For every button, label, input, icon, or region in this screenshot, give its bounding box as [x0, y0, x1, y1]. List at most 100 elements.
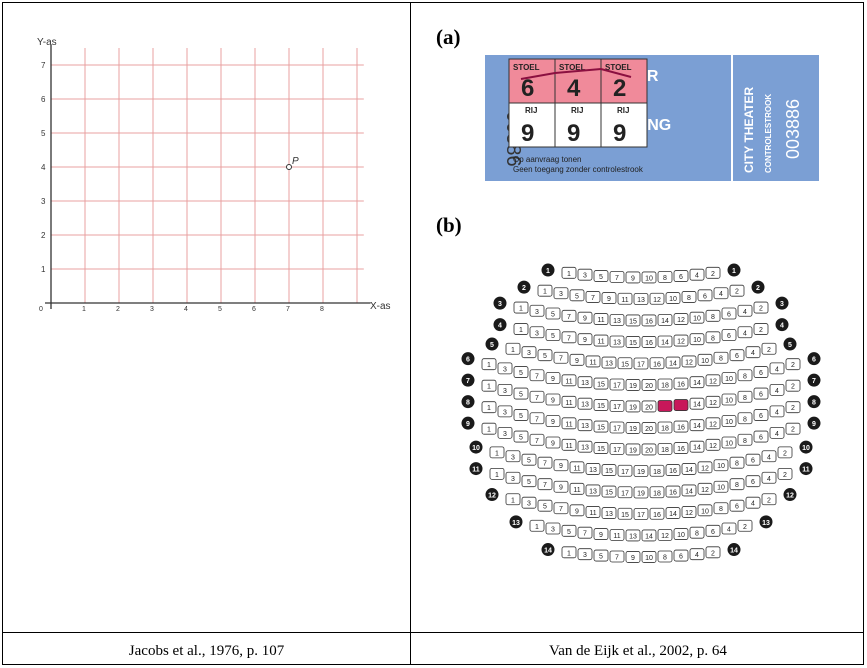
seat: [593, 270, 609, 282]
seat: [697, 289, 713, 302]
seat-number: 15: [597, 382, 605, 389]
seat: [761, 471, 777, 484]
seat-number: 8: [711, 314, 715, 321]
seat-number: 5: [543, 504, 547, 511]
seat: [721, 436, 737, 449]
seat-number: 4: [775, 388, 779, 395]
seat-number: 3: [535, 309, 539, 316]
seat: [721, 372, 737, 384]
seat: [697, 353, 713, 366]
x-tick-label: 5: [218, 306, 222, 313]
seat-number: 10: [725, 398, 733, 405]
row-number-badge: [727, 543, 741, 557]
row-number-badge: [807, 395, 821, 409]
seat: [625, 529, 641, 542]
seat-number: 8: [695, 531, 699, 538]
seat: [577, 397, 593, 410]
stoel-label-3: STOEL: [605, 63, 632, 72]
seat-number: 7: [543, 482, 547, 489]
seat: [553, 459, 569, 472]
seat: [577, 311, 593, 324]
seat-number: 10: [725, 376, 733, 383]
seat: [641, 551, 657, 563]
seat-number: 6: [727, 312, 731, 319]
seat: [529, 326, 545, 339]
seat: [633, 508, 649, 520]
seat: [657, 314, 673, 326]
row-number-text: 7: [466, 378, 470, 385]
seat-number: 3: [527, 350, 531, 357]
seat: [769, 383, 785, 396]
seat: [697, 482, 713, 495]
seat-number: 1: [511, 497, 515, 504]
seat-number: 16: [653, 361, 661, 368]
seat: [689, 526, 705, 539]
seat: [737, 326, 753, 339]
seat: [649, 507, 665, 520]
panel-a-label: (a): [436, 25, 461, 49]
seat: [689, 333, 705, 346]
seat-number: 14: [661, 339, 669, 346]
seat-number: 4: [743, 309, 747, 316]
seat: [609, 443, 625, 455]
seat-number: 7: [583, 531, 587, 538]
row-number-text: 13: [762, 520, 770, 527]
row-number-badge: [727, 263, 741, 277]
seat-number: 18: [653, 469, 661, 476]
seat-number: 8: [711, 335, 715, 342]
seat: [689, 376, 705, 389]
seat: [545, 372, 561, 384]
x-tick-label: 7: [286, 306, 290, 313]
seat-number: 6: [711, 529, 715, 536]
seat: [521, 475, 537, 488]
seat-number: 1: [487, 405, 491, 412]
seat-number: 3: [535, 330, 539, 337]
seat-number: 13: [613, 339, 621, 346]
seat: [513, 301, 529, 314]
y-tick-label: 7: [41, 61, 46, 70]
seat-number: 4: [775, 409, 779, 416]
seat-number-1: 6: [521, 75, 534, 102]
seat-number: 11: [613, 533, 620, 540]
seat-number: 11: [565, 400, 572, 407]
seat-number: 6: [759, 435, 763, 442]
seat-number: 11: [597, 317, 604, 324]
seat-number: 12: [685, 359, 693, 366]
seat: [769, 426, 785, 439]
y-tick-label: 5: [41, 129, 46, 138]
seat: [481, 379, 497, 392]
seat: [641, 422, 657, 434]
row-number-badge: [493, 296, 507, 310]
seat: [585, 355, 601, 368]
seat-number: 15: [605, 490, 613, 497]
row-number-text: 7: [812, 378, 816, 385]
seat: [601, 292, 617, 304]
seat: [601, 485, 617, 498]
stub-sub: CONTROLESTROOK: [764, 94, 773, 173]
seat-number: 5: [527, 458, 531, 465]
row-number-badge: [775, 318, 789, 332]
stoel-label-1: STOEL: [513, 63, 540, 72]
seat-number: 20: [645, 426, 653, 433]
seat: [625, 400, 641, 413]
seat: [673, 549, 689, 562]
seat: [633, 486, 649, 499]
seat-number: 14: [669, 511, 677, 518]
seat-number: 3: [511, 476, 515, 483]
seat: [561, 546, 577, 559]
seat: [745, 475, 761, 488]
row-number-badge: [759, 515, 773, 529]
seat-number: 9: [583, 316, 587, 323]
seat: [681, 506, 697, 518]
horizontal-divider: [3, 632, 863, 633]
seat-number: 1: [511, 347, 515, 354]
seat-column-2: STOEL 4 RIJ 9: [554, 58, 602, 148]
seat: [657, 335, 673, 348]
seating-plan: 1 3 5 7 9 10 8 6 4 21 11 3 5 7 9 11 13 12 10 8 6 4 22 21 3 5 7 9 11 1…: [461, 263, 821, 563]
seat-number: 10: [701, 508, 709, 515]
seat: [737, 433, 753, 446]
seat: [697, 504, 713, 517]
seat: [617, 486, 633, 499]
seat: [641, 443, 657, 456]
